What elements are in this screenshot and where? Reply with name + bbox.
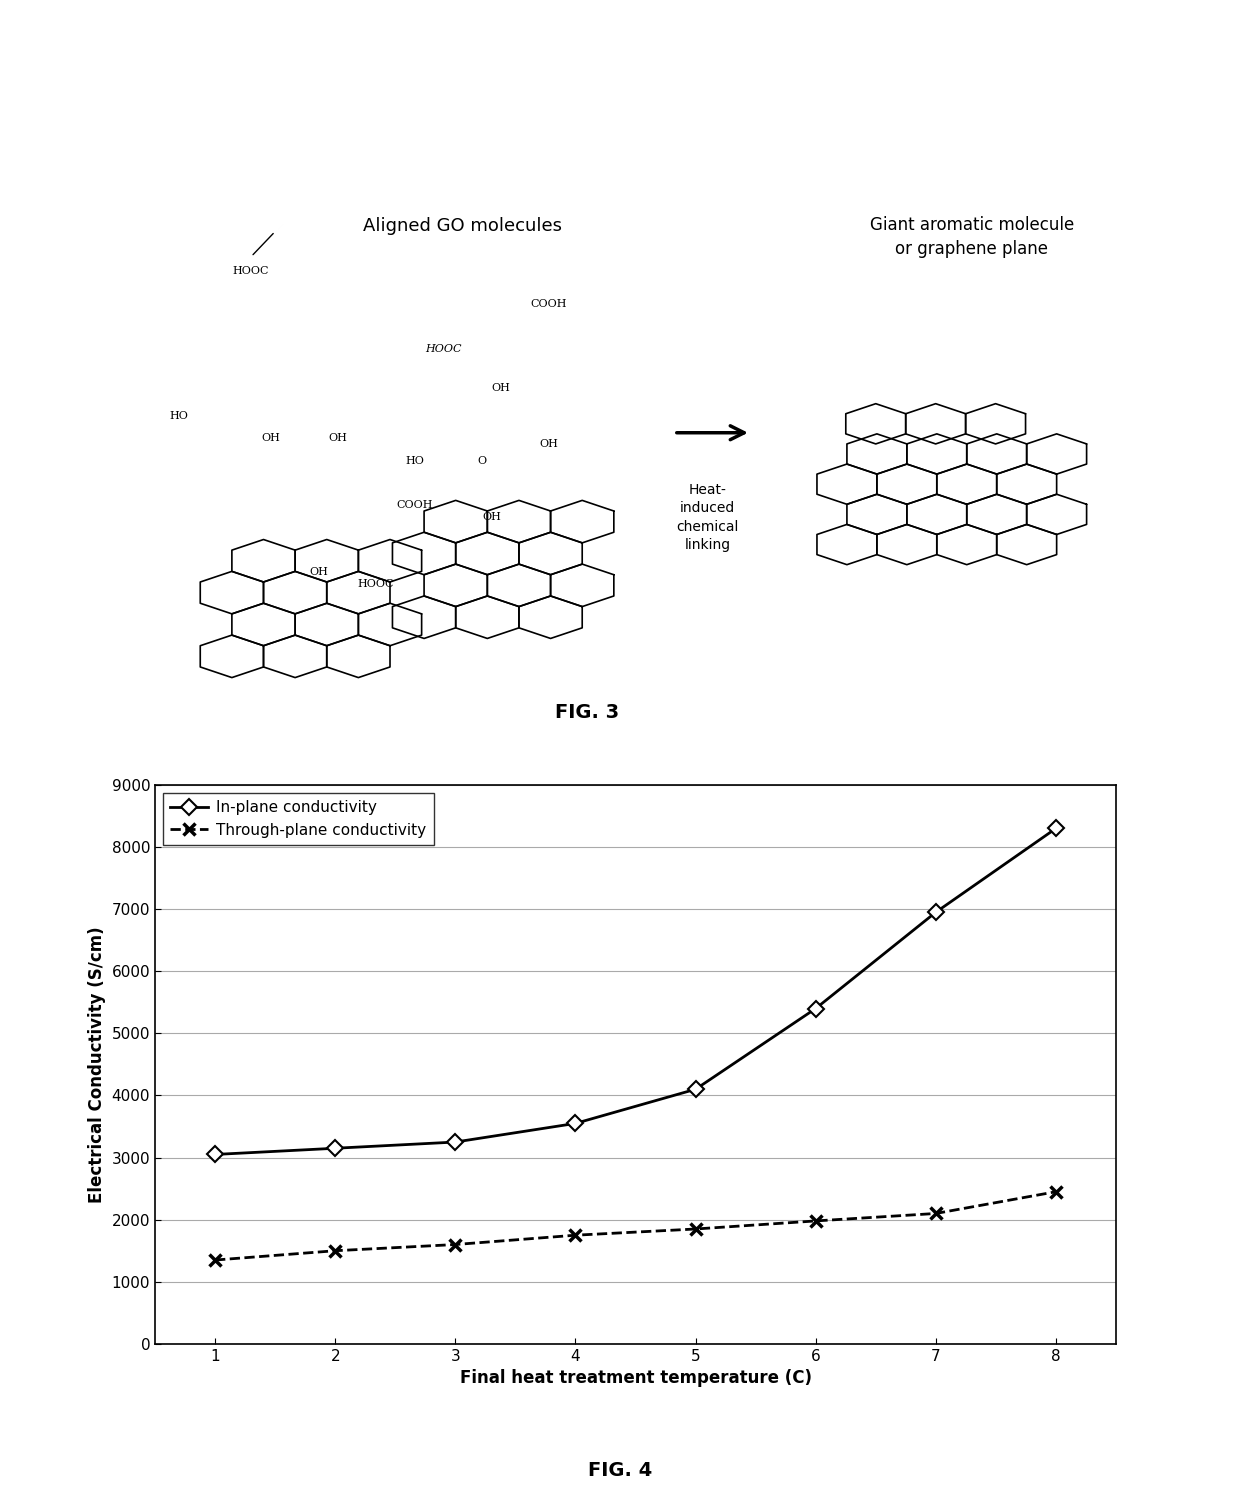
Text: Giant aromatic molecule
or graphene plane: Giant aromatic molecule or graphene plan… [869, 216, 1074, 258]
Line: In-plane conductivity: In-plane conductivity [210, 823, 1061, 1160]
Text: OH: OH [329, 433, 347, 444]
Through-plane conductivity [929, 1205, 944, 1223]
In-plane conductivity [1049, 820, 1064, 838]
Y-axis label: Electrical Conductivity (S/cm): Electrical Conductivity (S/cm) [88, 926, 105, 1203]
In-plane conductivity [327, 1139, 342, 1157]
Text: FIG. 3: FIG. 3 [556, 702, 620, 722]
In-plane conductivity [929, 903, 944, 921]
Text: Heat-
induced
chemical
linking: Heat- induced chemical linking [676, 483, 739, 553]
In-plane conductivity [448, 1132, 463, 1151]
Text: HOOC: HOOC [358, 578, 394, 589]
Text: HOOC: HOOC [425, 344, 461, 353]
Text: OH: OH [539, 439, 558, 448]
Line: Through-plane conductivity: Through-plane conductivity [208, 1185, 1063, 1267]
Text: COOH: COOH [531, 299, 567, 310]
Text: FIG. 4: FIG. 4 [588, 1460, 652, 1480]
Text: OH: OH [491, 384, 511, 393]
Through-plane conductivity [327, 1241, 342, 1259]
In-plane conductivity [207, 1146, 222, 1164]
Text: O: O [477, 456, 486, 465]
Through-plane conductivity [207, 1250, 222, 1268]
Through-plane conductivity [688, 1220, 703, 1238]
In-plane conductivity [688, 1080, 703, 1098]
Text: Aligned GO molecules: Aligned GO molecules [363, 217, 562, 236]
Text: OH: OH [309, 568, 327, 577]
In-plane conductivity [808, 1000, 823, 1018]
Text: OH: OH [260, 433, 280, 444]
Legend: In-plane conductivity, Through-plane conductivity: In-plane conductivity, Through-plane con… [162, 793, 434, 846]
Text: COOH: COOH [397, 500, 433, 510]
Text: OH: OH [482, 512, 501, 521]
Through-plane conductivity [1049, 1182, 1064, 1200]
Text: HOOC: HOOC [233, 266, 269, 276]
Through-plane conductivity [808, 1213, 823, 1231]
Text: HO: HO [405, 456, 424, 465]
Through-plane conductivity [448, 1235, 463, 1253]
In-plane conductivity [568, 1114, 583, 1132]
Through-plane conductivity [568, 1226, 583, 1244]
Text: HO: HO [170, 411, 188, 421]
X-axis label: Final heat treatment temperature (C): Final heat treatment temperature (C) [460, 1370, 811, 1388]
